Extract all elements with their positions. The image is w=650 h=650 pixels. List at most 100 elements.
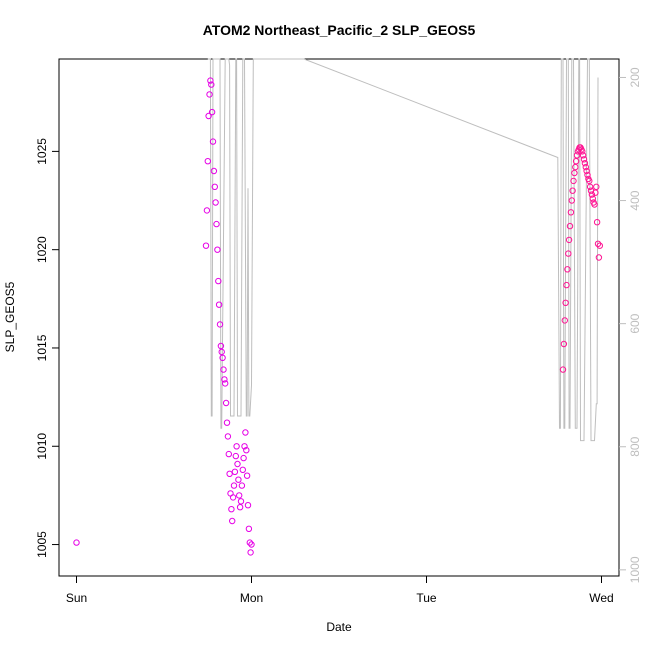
data-point [568,197,575,204]
data-point [582,163,589,171]
data-point [563,281,570,289]
data-point [581,160,589,167]
left-axis: 1005 1010 1015 1020 1025 [35,138,59,558]
data-point [595,254,603,261]
data-point [210,167,218,175]
data-point [583,167,590,175]
data-point [228,506,235,513]
y2-tick-label: 600 [628,313,642,333]
data-point [239,466,247,473]
data-point [241,443,248,450]
data-point [571,169,578,177]
plot-box [58,58,620,577]
data-point [234,460,241,468]
data-point [214,246,221,253]
data-point [240,454,247,462]
data-point [593,219,601,226]
x-axis-label: Date [326,620,352,634]
data-point [594,240,602,248]
data-point [572,163,579,171]
data-point [223,419,231,426]
x-tick-label: Sun [66,591,87,605]
data-point [244,502,252,509]
data-point [247,549,254,556]
data-point [564,266,571,273]
data-point [203,207,211,214]
data-point [246,539,254,546]
data-point [230,482,238,489]
data-point [237,498,245,505]
data-point [224,433,232,440]
data-point [565,250,572,257]
data-point [573,152,581,159]
bottom-axis: Sun Mon Tue Wed [66,576,614,605]
data-point [243,447,250,454]
data-point [586,177,593,185]
data-point [208,108,216,116]
secondary-series-line [207,58,599,442]
y2-tick-label: 800 [628,436,642,456]
data-point [215,277,222,285]
data-point [562,299,569,306]
data-point [219,354,226,361]
y-tick-label: 1010 [35,433,49,460]
data-point [221,376,228,383]
data-point [572,158,580,165]
data-point [591,201,598,208]
data-point [579,152,587,159]
data-point [218,348,225,356]
data-point [238,482,246,489]
secondary-line-layer [207,58,599,442]
data-point [592,189,599,196]
data-point [232,452,240,460]
data-point [229,517,236,525]
data-point [245,525,253,532]
y-tick-label: 1005 [35,531,49,558]
y-axis-label: SLP_GEOS5 [3,281,17,352]
y-tick-label: 1015 [35,334,49,361]
y2-tick-label: 1000 [628,556,642,583]
y2-tick-label: 200 [628,67,642,87]
data-point [596,242,603,249]
data-point [236,504,244,511]
data-point [229,494,237,501]
data-point [584,171,591,179]
data-point [560,340,568,348]
chart-title: ATOM2 Northeast_Pacific_2 SLP_GEOS5 [203,22,476,38]
data-point [565,236,573,244]
x-tick-label: Wed [589,591,613,605]
data-point [569,187,576,194]
data-point [225,450,233,458]
right-axis: 200 400 600 800 1000 [619,67,642,583]
data-point [209,138,217,145]
data-point [207,77,214,84]
data-point [248,541,255,548]
data-point [217,342,225,350]
data-point [235,476,242,483]
points-layer [73,77,603,556]
x-tick-label: Tue [416,591,437,605]
data-point [236,492,243,499]
data-point [206,91,213,98]
data-point [211,183,219,191]
data-point [567,209,575,216]
y2-tick-label: 400 [628,190,642,210]
data-point [204,158,212,165]
data-point [205,112,212,120]
data-point [208,81,215,88]
data-point [586,183,594,191]
data-point [588,191,596,198]
data-point [226,470,233,477]
data-point [566,222,574,230]
data-point [222,399,230,407]
y-tick-label: 1020 [35,236,49,263]
data-point [213,220,220,228]
data-point [216,321,224,328]
data-point [231,468,239,475]
data-point [73,539,80,546]
data-point [593,183,600,191]
data-point [233,443,240,450]
data-point [243,472,251,479]
data-point [220,366,227,373]
